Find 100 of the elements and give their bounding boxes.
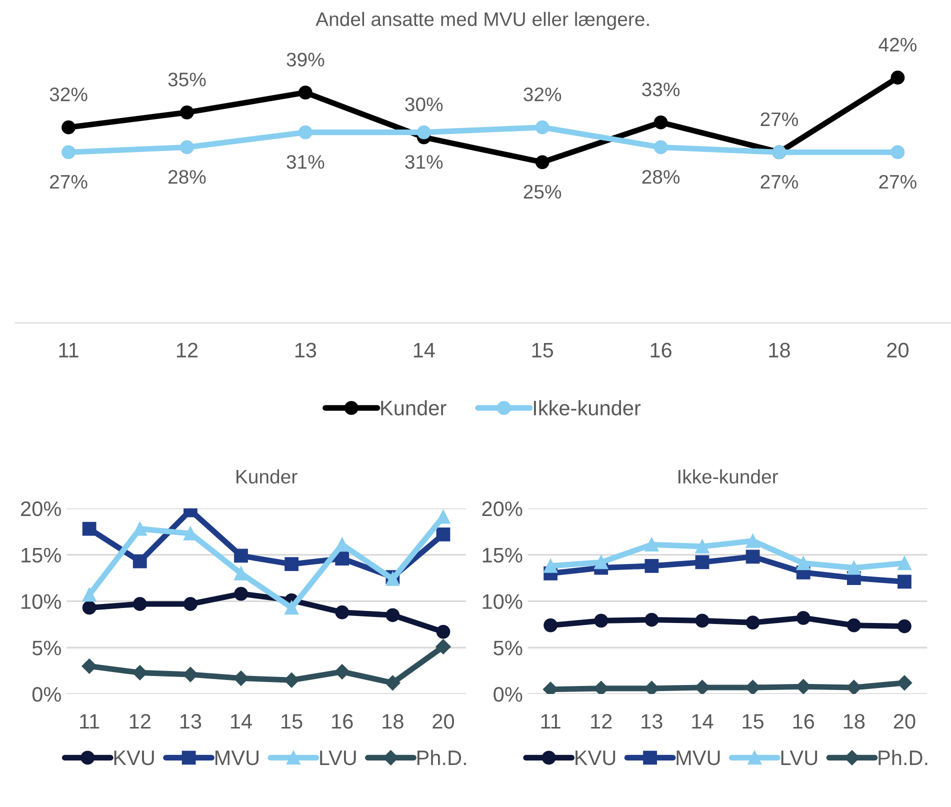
x-tick-label: 12 — [591, 714, 612, 729]
point — [298, 86, 312, 100]
y-tick-label: 5% — [494, 640, 522, 656]
point — [535, 120, 550, 134]
data-label: 25% — [524, 184, 562, 199]
data-label: 31% — [286, 155, 324, 169]
data-label: 28% — [642, 170, 680, 184]
point — [746, 534, 760, 548]
point — [298, 125, 312, 140]
data-label: 27% — [50, 174, 88, 189]
x-tick-label: 11 — [80, 714, 100, 729]
point — [796, 556, 810, 570]
point — [436, 624, 450, 639]
point — [335, 538, 350, 552]
x-tick-label: 15 — [282, 714, 302, 729]
point — [132, 597, 147, 611]
x-tick-label: 18 — [844, 714, 865, 729]
legend-label: KVU — [114, 750, 154, 766]
point — [335, 552, 350, 566]
point — [82, 600, 96, 615]
y-tick-label: 0% — [494, 687, 522, 702]
point — [284, 600, 299, 615]
y-tick-label: 20% — [21, 501, 61, 516]
point — [335, 605, 350, 620]
chart-title: Andel ansatte med MVU eller længere. — [316, 12, 649, 30]
point — [654, 115, 668, 130]
x-tick-label: 20 — [894, 714, 916, 729]
y-tick-label: 20% — [482, 501, 522, 516]
point — [846, 560, 861, 575]
data-label: 31% — [405, 155, 443, 169]
x-tick-label: 20 — [432, 714, 454, 729]
x-tick-label: 18 — [382, 714, 404, 729]
x-tick-label: 12 — [176, 342, 198, 358]
data-label: 33% — [642, 82, 680, 96]
data-label: 27% — [760, 174, 798, 189]
x-tick-label: 13 — [180, 714, 202, 729]
point — [594, 555, 608, 570]
x-tick-label: 16 — [793, 714, 814, 729]
data-label: 35% — [168, 72, 206, 86]
chart-title: Ikke-kunder — [678, 469, 778, 484]
x-tick-label: 11 — [59, 343, 78, 358]
x-tick-label: 20 — [887, 342, 908, 358]
point — [82, 658, 97, 674]
data-label: 28% — [168, 170, 206, 184]
point — [796, 610, 810, 625]
x-tick-label: 18 — [769, 342, 790, 358]
point — [334, 664, 350, 680]
x-tick-label: 16 — [650, 342, 672, 358]
y-tick-label: 15% — [22, 548, 61, 563]
point — [898, 619, 912, 634]
data-label: 27% — [879, 174, 916, 189]
x-tick-label: 14 — [414, 343, 435, 358]
point — [385, 675, 400, 690]
x-tick-label: 12 — [130, 714, 150, 729]
point — [132, 554, 147, 568]
point — [62, 120, 76, 134]
legend-label: MVU — [216, 750, 258, 766]
x-tick-label: 14 — [231, 714, 252, 729]
x-tick-label: 13 — [295, 342, 316, 358]
legend-label: Ikke-kunder — [534, 400, 641, 416]
point — [180, 105, 194, 120]
point — [846, 618, 861, 632]
point — [436, 527, 450, 542]
point — [695, 614, 710, 628]
point — [746, 616, 760, 630]
point — [386, 608, 400, 622]
point — [234, 586, 248, 601]
data-label: 32% — [50, 88, 88, 102]
data-label: 39% — [286, 52, 324, 66]
point — [436, 639, 451, 654]
point — [890, 145, 905, 160]
point — [644, 538, 659, 552]
legend-label: Kunder — [381, 400, 446, 416]
point — [644, 612, 659, 627]
point — [746, 550, 760, 564]
point — [535, 155, 550, 170]
legend-label: Ph.D. — [417, 750, 466, 765]
point — [234, 566, 248, 580]
point — [898, 556, 912, 570]
point — [890, 70, 905, 85]
point — [132, 522, 147, 536]
point — [644, 559, 659, 573]
point — [695, 555, 710, 570]
point — [896, 675, 912, 690]
legend-label: MVU — [676, 750, 720, 766]
y-tick-label: 0% — [32, 687, 61, 702]
point — [594, 614, 608, 628]
x-tick-label: 13 — [642, 714, 662, 729]
point — [183, 597, 198, 611]
point — [82, 588, 96, 602]
x-tick-label: 15 — [742, 714, 764, 729]
point — [132, 665, 148, 680]
point — [180, 140, 194, 154]
x-tick-label: 16 — [332, 714, 353, 729]
data-label: 42% — [878, 38, 916, 52]
legend-label: LVU — [320, 750, 356, 766]
point — [695, 540, 710, 554]
y-tick-label: 10% — [22, 594, 61, 609]
point — [82, 522, 96, 536]
point — [234, 548, 248, 563]
